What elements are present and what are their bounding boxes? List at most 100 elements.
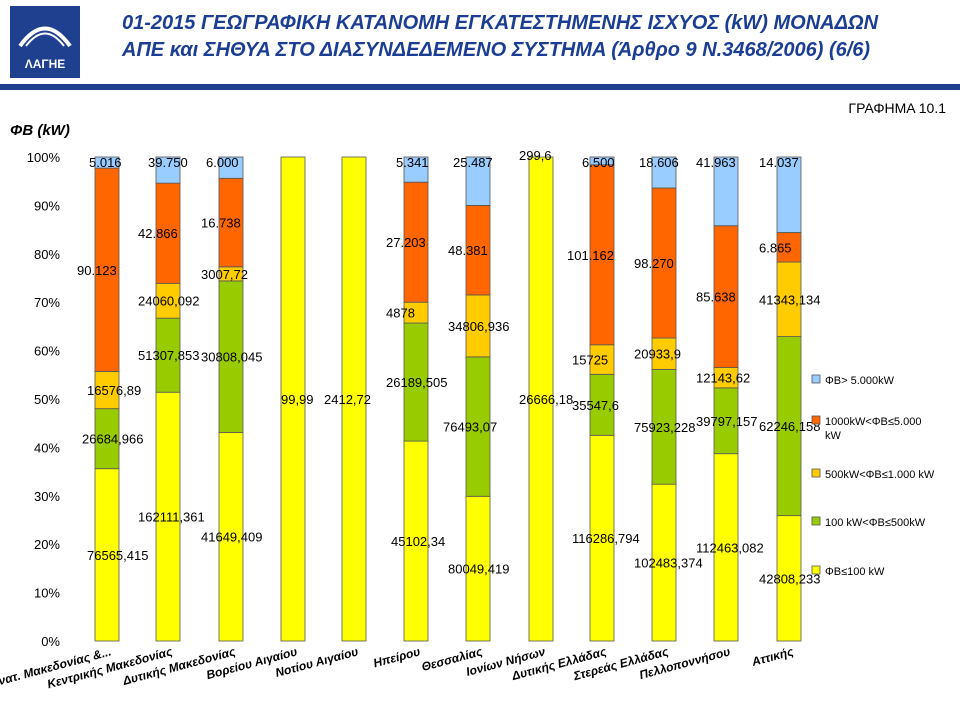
data-label: 35547,6: [572, 398, 619, 413]
bar-segment: [280, 156, 306, 642]
bar-segment: [713, 387, 739, 455]
bar-segment: [155, 317, 181, 393]
y-tick-label: 50%: [34, 392, 60, 407]
data-label: 101.162: [567, 248, 614, 263]
legend-swatch: [811, 516, 821, 526]
bar-segment: [94, 408, 120, 470]
bar-segment: [403, 156, 429, 183]
bar-segment: [651, 156, 677, 189]
data-label: 5.016: [89, 155, 122, 170]
legend-label: ΦΒ> 5.000kW: [825, 375, 895, 387]
data-label: 6.500: [582, 155, 615, 170]
chart-number-label: ΓΡΑΦΗΜΑ 10.1: [848, 100, 946, 116]
data-label: 51307,853: [138, 348, 199, 363]
bar-segment: [776, 515, 802, 642]
data-label: 75923,228: [634, 420, 695, 435]
data-label: 2412,72: [324, 392, 371, 407]
data-label: 16.738: [201, 216, 241, 231]
data-label: 41.963: [696, 155, 736, 170]
data-label: 62246,158: [759, 419, 820, 434]
data-label: 20933,9: [634, 347, 681, 362]
x-tick-label: Ηπείρου: [372, 644, 422, 670]
header: ΛΑΓΗΕ 01-2015 ΓΕΩΓΡΑΦΙΚΗ ΚΑΤΑΝΟΜΗ ΕΓΚΑΤΕ…: [0, 0, 960, 84]
y-tick-label: 0%: [41, 634, 60, 649]
data-label: 12143,62: [696, 371, 750, 386]
bar-segment: [776, 156, 802, 233]
page-title: 01-2015 ΓΕΩΓΡΑΦΙΚΗ ΚΑΤΑΝΟΜΗ ΕΓΚΑΤΕΣΤΗΜΕΝ…: [122, 10, 952, 64]
bar-segment: [528, 156, 554, 642]
bar-segment: [218, 156, 244, 179]
data-label: 24060,092: [138, 294, 199, 309]
data-label: 102483,374: [634, 556, 703, 571]
legend-swatch: [811, 468, 821, 478]
data-label: 27.203: [386, 235, 426, 250]
data-label: 26189,505: [386, 375, 447, 390]
legend-swatch: [811, 415, 821, 425]
data-label: 26666,18: [519, 392, 573, 407]
legend-swatch: [811, 374, 821, 384]
y-axis-title: ΦΒ (kW): [10, 122, 70, 139]
y-tick-label: 40%: [34, 440, 60, 455]
data-label: 5.341: [396, 155, 429, 170]
data-label: 42808,233: [759, 571, 820, 586]
data-label: 48.381: [448, 243, 488, 258]
bar-segment: [94, 156, 120, 169]
bar-segment: [651, 337, 677, 370]
data-label: 4878: [386, 306, 415, 321]
data-label: 299,6: [519, 148, 552, 163]
bar-segment: [218, 431, 244, 642]
bar-segment: [651, 187, 677, 339]
bar-segment: [94, 468, 120, 642]
data-label: 15725: [572, 353, 608, 368]
legend-label: 100 kW<ΦΒ≤500kW: [825, 517, 926, 529]
logo-text: ΛΑΓΗΕ: [25, 57, 66, 71]
data-label: 41649,409: [201, 530, 262, 545]
data-label: 16576,89: [87, 383, 141, 398]
bar-segment: [465, 495, 491, 642]
y-axis: 0% 10% 20% 30% 40% 50% 60% 70% 80% 90% 100%: [27, 150, 61, 649]
data-label: 39797,157: [696, 414, 757, 429]
y-tick-label: 100%: [27, 150, 61, 165]
y-tick-label: 30%: [34, 489, 60, 504]
legend-swatch: [811, 565, 821, 575]
x-tick-label: Αττικής: [749, 644, 795, 669]
y-tick-label: 20%: [34, 537, 60, 552]
bars: [94, 156, 802, 642]
bar-segment: [713, 156, 739, 227]
data-label: 6.865: [759, 240, 792, 255]
bar-segment: [465, 294, 491, 358]
data-label: 30808,045: [201, 350, 262, 365]
data-label: 76493,07: [443, 420, 497, 435]
data-label: 98.270: [634, 256, 674, 271]
legend-label: ΦΒ≤100 kW: [825, 566, 885, 578]
bar-segment: [155, 156, 181, 184]
title-line-2: ΑΠΕ και ΣΗΘΥΑ ΣΤΟ ΔΙΑΣΥΝΔΕΔΕΜΕΝΟ ΣΥΣΤΗΜΑ…: [122, 39, 871, 61]
legend-label: 500kW<ΦΒ≤1.000 kW: [825, 469, 935, 481]
data-label: 34806,936: [448, 319, 509, 334]
bar-segment: [155, 282, 181, 319]
data-label: 3007,72: [201, 267, 248, 282]
bar-segment: [465, 156, 491, 206]
data-label: 162111,361: [138, 510, 205, 525]
bar-segment: [403, 322, 429, 442]
bar-segment: [94, 167, 120, 372]
bar-segment: [589, 434, 615, 642]
data-label: 25.487: [453, 155, 493, 170]
data-label: 41343,134: [759, 292, 820, 307]
data-label: 45102,34: [391, 534, 445, 549]
data-labels: 76565,415 26684,966 16576,89 90.123 5.016 162…: [77, 148, 820, 586]
bar-segment: [341, 156, 367, 642]
data-label: 90.123: [77, 263, 117, 278]
data-label: 14.037: [759, 155, 799, 170]
data-label: 18.606: [639, 155, 679, 170]
bar-segment: [155, 182, 181, 284]
bar-segment: [776, 232, 802, 263]
data-label: 42.866: [138, 226, 178, 241]
bar-segment: [465, 356, 491, 497]
bar-segment: [218, 280, 244, 433]
data-label: 112463,082: [696, 540, 764, 555]
data-label: 80049,419: [448, 562, 509, 577]
data-label: 99,99: [281, 392, 314, 407]
y-tick-label: 90%: [34, 198, 60, 213]
title-line-1: 01-2015 ΓΕΩΓΡΑΦΙΚΗ ΚΑΤΑΝΟΜΗ ΕΓΚΑΤΕΣΤΗΜΕΝ…: [122, 12, 879, 34]
